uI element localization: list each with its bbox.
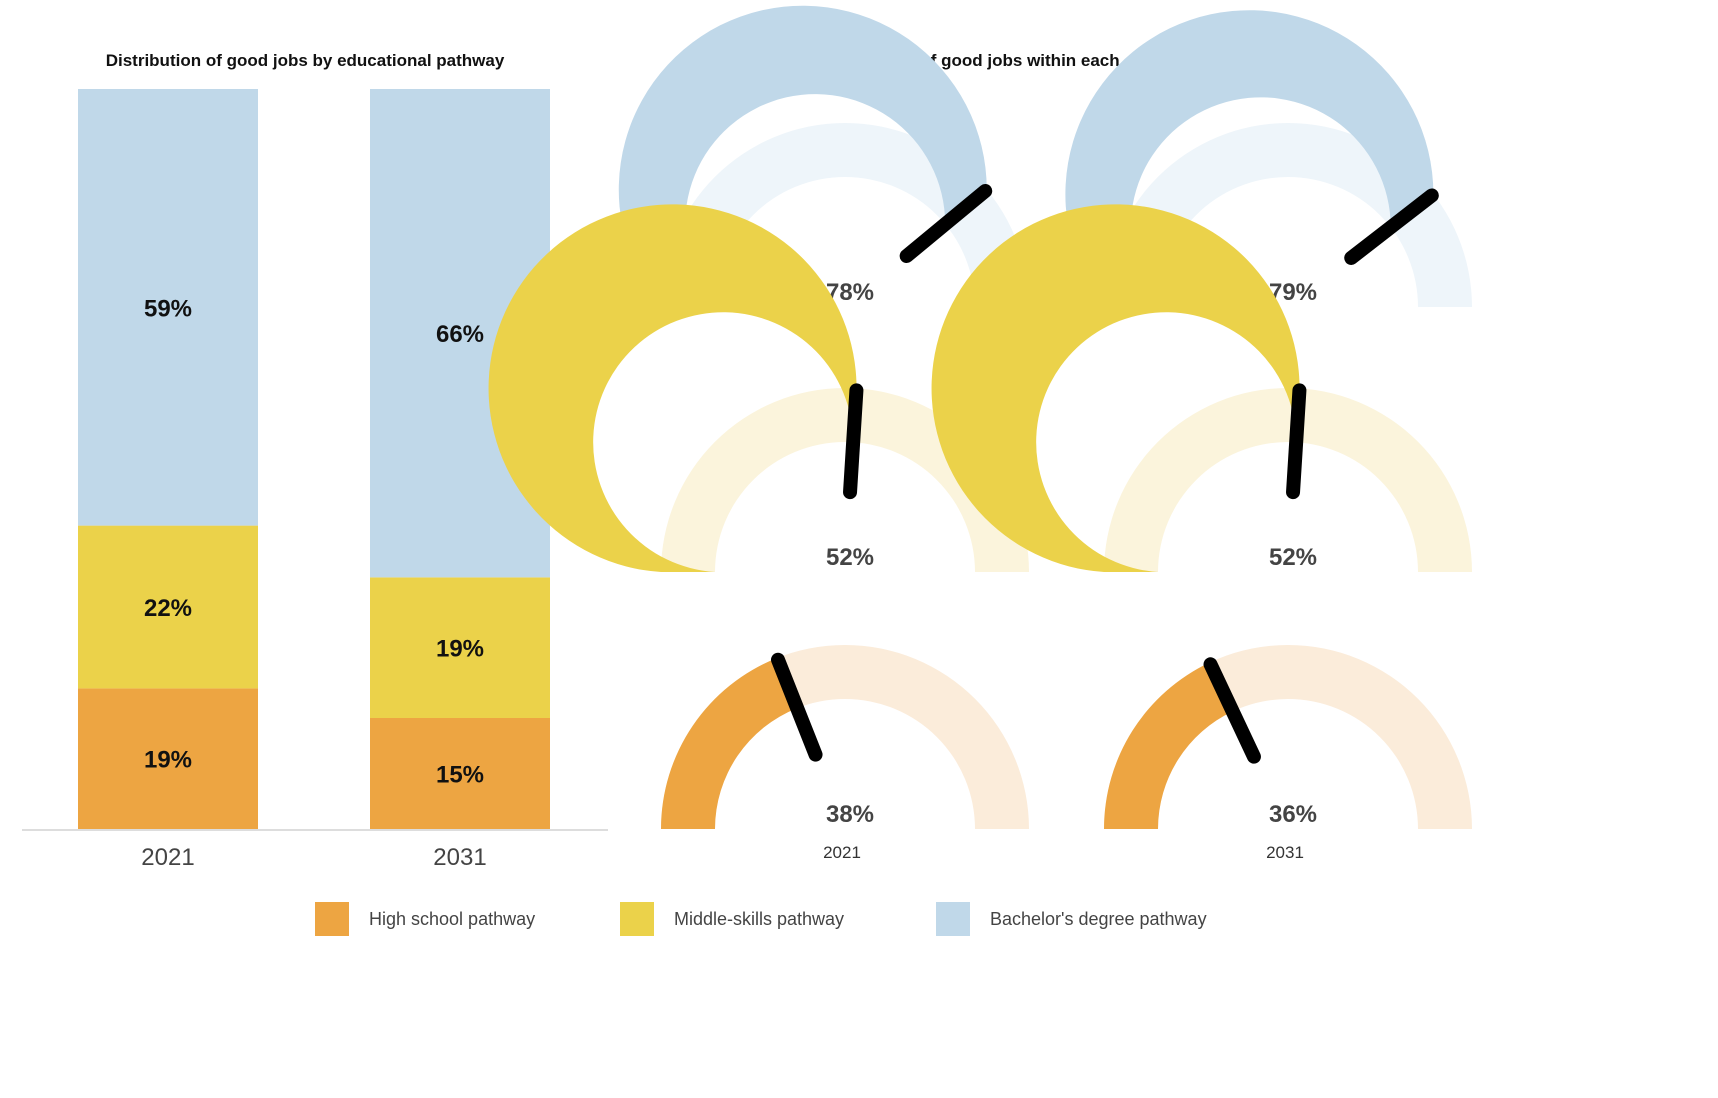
bar-segment-label: 66% xyxy=(436,321,484,348)
bar-segment-high_school-2031 xyxy=(370,718,550,829)
bar-segment-label: 59% xyxy=(144,295,192,322)
gauge-year-label: 2031 xyxy=(1266,843,1304,862)
gauge-fill-high_school-2031 xyxy=(1104,662,1233,829)
bar-chart-title: Distribution of good jobs by educational… xyxy=(106,51,505,70)
bar-segment-high_school-2021 xyxy=(78,688,258,829)
legend-label: Bachelor's degree pathway xyxy=(990,909,1207,929)
gauge-needle xyxy=(899,183,993,264)
gauge-track-middle_skills-2031 xyxy=(1104,388,1472,572)
gauge-value-label: 36% xyxy=(1269,801,1317,828)
legend-swatch-high_school xyxy=(315,902,349,936)
bar-segment-label: 19% xyxy=(144,747,192,774)
gauge-fill-bachelors-2021 xyxy=(618,5,987,307)
bar-segment-label: 19% xyxy=(436,636,484,663)
gauge-fill-middle_skills-2031 xyxy=(931,204,1300,572)
legend-label: Middle-skills pathway xyxy=(674,909,844,929)
bar-segment-label: 15% xyxy=(436,762,484,789)
x-tick-label: 2031 xyxy=(433,844,486,871)
gauge-track-middle_skills-2021 xyxy=(661,388,1029,572)
gauge-needle xyxy=(1286,383,1307,500)
gauge-needle xyxy=(843,383,864,500)
gauge-needle xyxy=(1203,657,1261,764)
gauge-year-label: 2021 xyxy=(823,843,861,862)
gauge-fill-middle_skills-2021 xyxy=(488,204,857,572)
gauge-value-label: 52% xyxy=(826,544,874,571)
gauge-value-label: 38% xyxy=(826,801,874,828)
gauge-needle xyxy=(771,652,823,762)
legend-swatch-middle_skills xyxy=(620,902,654,936)
bar-segment-bachelors-2021 xyxy=(78,89,258,526)
legend-label: High school pathway xyxy=(369,909,535,929)
bar-segment-label: 22% xyxy=(144,595,192,622)
x-tick-label: 2021 xyxy=(141,844,194,871)
legend-swatch-bachelors xyxy=(936,902,970,936)
gauge-fill-high_school-2021 xyxy=(661,657,798,829)
gauge-needle xyxy=(1344,188,1439,265)
bar-segment-middle_skills-2021 xyxy=(78,525,258,689)
gauge-value-label: 52% xyxy=(1269,544,1317,571)
gauge-fill-bachelors-2031 xyxy=(1065,10,1434,307)
bar-segment-middle_skills-2031 xyxy=(370,577,550,718)
